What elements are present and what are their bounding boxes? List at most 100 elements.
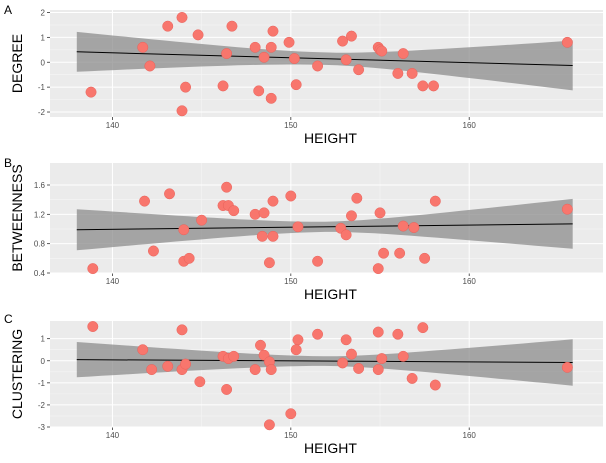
data-point <box>253 85 265 97</box>
data-point <box>178 224 190 236</box>
panel-label: A <box>4 3 12 17</box>
data-point <box>263 257 275 269</box>
data-point <box>263 419 275 431</box>
panel-b: 140 150 160 0.4 0.8 1.2 1.6 B HEIGHT BETWEENNESS <box>4 156 603 302</box>
data-point <box>249 364 261 376</box>
data-point <box>417 80 429 92</box>
data-point <box>372 364 384 376</box>
regression-line <box>76 223 573 231</box>
y-tick-label: -1 <box>38 379 46 388</box>
data-point <box>265 364 277 376</box>
data-point <box>267 25 279 37</box>
data-point <box>346 210 357 222</box>
data-point <box>258 207 270 219</box>
data-point <box>265 92 277 104</box>
data-point <box>428 80 439 92</box>
panel-c: 140 150 160 -3 -2 -1 0 1 C HEIGHT CLUSTERING <box>4 312 603 456</box>
x-tick-label: 140 <box>106 121 120 130</box>
data-point <box>561 361 573 373</box>
x-axis-title: HEIGHT <box>304 130 357 146</box>
x-axis-title: HEIGHT <box>304 440 357 456</box>
data-point <box>144 60 156 72</box>
data-point <box>340 54 352 66</box>
data-point <box>312 60 324 72</box>
data-point <box>146 364 158 376</box>
data-point <box>292 334 304 346</box>
y-tick-label: 1.2 <box>34 210 46 219</box>
data-point <box>137 41 149 53</box>
x-tick-label: 160 <box>463 431 477 440</box>
y-tick-label: -2 <box>38 401 46 410</box>
y-tick-label: 0.4 <box>34 269 46 278</box>
x-axis-title: HEIGHT <box>304 286 357 302</box>
data-point <box>221 48 233 59</box>
data-point <box>196 214 208 226</box>
data-point <box>392 328 404 340</box>
data-point <box>87 321 99 332</box>
x-tick-label: 140 <box>106 277 120 286</box>
data-point <box>192 29 204 41</box>
y-tick-label: -3 <box>38 423 46 432</box>
y-tick-label: 1 <box>41 335 46 344</box>
y-tick-label: 0 <box>41 357 46 366</box>
data-point <box>256 230 268 242</box>
data-point <box>429 195 441 207</box>
data-point <box>353 363 365 374</box>
data-point <box>194 376 206 388</box>
data-point <box>429 379 441 391</box>
data-point <box>176 324 188 336</box>
confidence-band <box>76 198 573 251</box>
regression-line <box>76 51 573 66</box>
x-tick-label: 150 <box>284 431 298 440</box>
panel-label: C <box>4 312 13 326</box>
confidence-band <box>76 339 573 386</box>
data-point <box>87 263 99 275</box>
data-point <box>249 208 261 220</box>
data-point <box>290 344 302 356</box>
data-point <box>176 12 188 23</box>
data-point <box>340 229 352 241</box>
data-point <box>406 372 418 384</box>
data-point <box>372 326 384 338</box>
data-point <box>148 245 159 257</box>
data-point <box>265 41 277 53</box>
data-point <box>255 339 266 351</box>
data-point <box>228 350 240 362</box>
data-point <box>346 30 357 42</box>
data-point <box>221 181 233 193</box>
data-point <box>176 105 188 117</box>
y-tick-label: 1 <box>41 33 46 42</box>
data-point <box>374 207 386 219</box>
y-axis-title: BETWEENNESS <box>9 164 25 271</box>
data-point <box>372 263 384 275</box>
y-tick-label: 0 <box>41 58 46 67</box>
data-point <box>376 353 388 364</box>
data-point <box>180 358 192 370</box>
confidence-band <box>76 31 573 91</box>
x-tick-label: 160 <box>463 121 477 130</box>
data-point <box>561 203 573 215</box>
data-point <box>217 80 229 92</box>
data-point <box>337 357 349 369</box>
data-point <box>137 344 149 356</box>
panel-a: 140 150 160 -2 -1 0 1 2 A HEIGHT DEGREE <box>4 3 603 146</box>
data-point <box>162 360 174 372</box>
data-point <box>249 41 261 53</box>
data-point <box>353 64 365 76</box>
data-point <box>139 195 150 207</box>
y-axis-title: CLUSTERING <box>9 329 25 419</box>
data-point <box>417 322 429 334</box>
y-tick-label: 1.6 <box>34 181 46 190</box>
data-point <box>397 350 409 362</box>
data-point <box>337 35 349 47</box>
data-point <box>288 53 300 64</box>
data-point <box>290 79 302 91</box>
y-tick-label: -1 <box>38 83 46 92</box>
data-point <box>283 36 295 48</box>
data-point <box>221 384 233 395</box>
data-point <box>376 45 388 57</box>
data-point <box>406 68 418 79</box>
x-tick-label: 140 <box>106 431 120 440</box>
data-point <box>397 48 409 59</box>
